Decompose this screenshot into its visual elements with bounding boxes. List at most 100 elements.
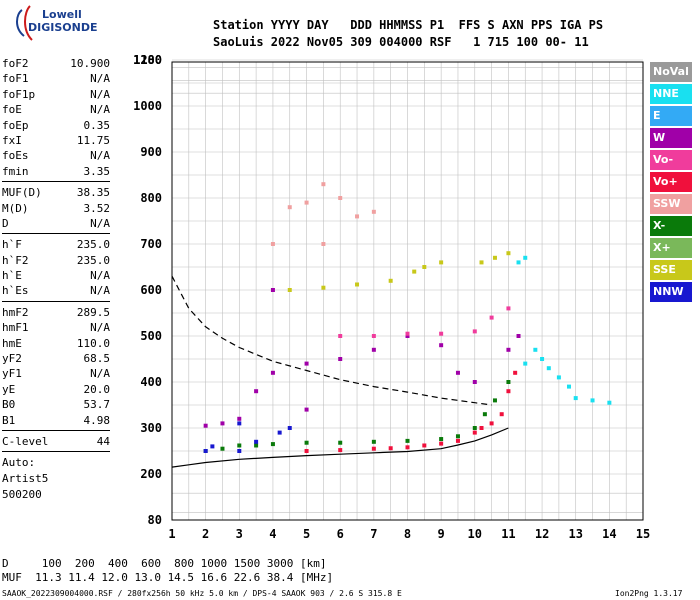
legend: NoVal NNE E W Vo- Vo+ SSW X- X+ SSE NNW <box>650 62 692 304</box>
data-point <box>523 361 528 366</box>
legend-item: Vo+ <box>650 172 692 192</box>
data-point <box>237 449 242 453</box>
auto-line: Auto: <box>2 456 36 470</box>
data-point <box>546 366 551 371</box>
data-point <box>412 269 417 274</box>
param-divider <box>2 233 110 235</box>
param-row: D N/A <box>2 216 110 231</box>
data-point <box>287 205 292 210</box>
x-tick-label: 10 <box>468 527 482 541</box>
param-key: foE <box>2 103 22 117</box>
data-point <box>237 416 242 421</box>
param-value: 38.35 <box>76 186 110 200</box>
data-point <box>499 412 504 417</box>
x-tick-label: 4 <box>269 527 276 541</box>
data-point <box>388 446 393 451</box>
parameter-table: foF2 10.900 foF1 N/A foF1p N/A foE N/A foEp 0.35 f… <box>2 56 110 503</box>
y-tick-label: 500 <box>140 329 162 343</box>
param-value: N/A <box>90 367 110 381</box>
data-point <box>472 430 477 435</box>
data-point <box>277 430 282 435</box>
param-row: B1 4.98 <box>2 413 110 428</box>
param-key: hmF2 <box>2 305 29 319</box>
x-tick-label: 1 <box>168 527 175 541</box>
data-point <box>439 437 444 442</box>
y-tick-label: 700 <box>140 237 162 251</box>
param-value: 53.7 <box>83 398 111 412</box>
data-point <box>237 421 242 426</box>
data-point <box>321 182 326 187</box>
data-point <box>371 446 376 451</box>
data-point <box>489 315 494 320</box>
param-divider <box>2 300 110 302</box>
data-point <box>304 407 309 412</box>
data-point <box>405 334 410 338</box>
legend-item: SSW <box>650 194 692 214</box>
param-row: foF2 10.900 <box>2 56 110 71</box>
header-line-2: SaoLuis 2022 Nov05 309 004000 RSF 1 715 … <box>213 35 589 49</box>
data-point <box>455 370 460 375</box>
data-point <box>506 380 511 384</box>
param-row: fxI 11.75 <box>2 133 110 148</box>
param-row: fmin 3.35 <box>2 164 110 179</box>
auto-scaling-info: Auto: Artist5 500200 <box>2 455 110 503</box>
param-key: foF2 <box>2 57 29 70</box>
param-key: yE <box>2 382 16 396</box>
param-key: foF1p <box>2 87 36 101</box>
data-point <box>371 439 376 444</box>
param-key: fmin <box>2 164 29 178</box>
param-row: h`Es N/A <box>2 283 110 298</box>
param-key: M(D) <box>2 201 29 215</box>
data-point <box>338 440 343 445</box>
data-point <box>338 448 343 453</box>
param-key: h`F2 <box>2 253 29 267</box>
data-point <box>607 400 612 405</box>
data-point <box>523 255 528 260</box>
param-value: 44 <box>96 434 110 448</box>
legend-item: NNW <box>650 282 692 302</box>
param-value: 235.0 <box>76 238 110 252</box>
legend-item: NNE <box>650 84 692 104</box>
data-point <box>439 260 444 265</box>
data-point <box>489 421 494 426</box>
data-point <box>422 265 427 269</box>
param-value: 110.0 <box>76 336 110 350</box>
param-row: h`E N/A <box>2 268 110 283</box>
data-point <box>472 426 477 430</box>
muf-row: MUF 11.3 11.4 12.0 13.0 14.5 16.6 22.6 3… <box>2 571 334 584</box>
data-point <box>472 329 477 334</box>
legend-item: SSE <box>650 260 692 280</box>
x-tick-label: 8 <box>404 527 411 541</box>
y-tick-label: 1100 <box>133 53 162 67</box>
data-point <box>210 444 215 449</box>
data-point <box>506 251 511 256</box>
data-point <box>506 347 511 352</box>
x-tick-label: 7 <box>370 527 377 541</box>
data-point <box>439 343 444 348</box>
data-point <box>287 426 292 430</box>
data-point <box>203 449 208 453</box>
data-point <box>479 426 484 430</box>
auto-line: 500200 <box>2 488 42 502</box>
data-point <box>472 380 477 384</box>
logo-graphic <box>16 5 33 41</box>
data-point <box>455 434 460 439</box>
legend-item: X+ <box>650 238 692 258</box>
data-point <box>338 334 343 338</box>
header-line-1: Station YYYY DAY DDD HHMMSS P1 FFS S AXN… <box>213 18 604 32</box>
data-point <box>321 285 326 290</box>
data-point <box>304 361 309 366</box>
legend-item: X- <box>650 216 692 236</box>
param-row: foEs N/A <box>2 148 110 163</box>
data-point <box>506 306 511 311</box>
y-tick-label: 1280 <box>133 53 162 67</box>
data-point <box>220 421 225 426</box>
auto-line: Artist5 <box>2 472 49 486</box>
legend-item: Vo- <box>650 150 692 170</box>
param-value: 68.5 <box>83 352 111 366</box>
data-point <box>566 384 571 389</box>
param-divider <box>2 429 110 431</box>
data-point <box>492 255 497 260</box>
y-tick-label: 200 <box>140 467 162 481</box>
data-point <box>492 398 497 403</box>
